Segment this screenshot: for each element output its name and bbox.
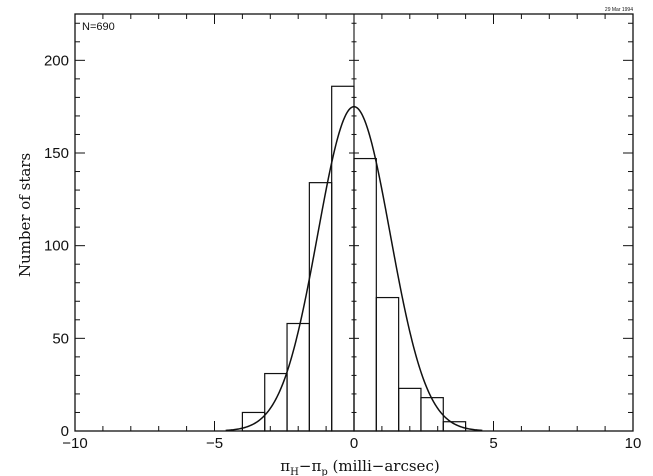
histogram-bar — [331, 85, 355, 432]
y-tick-label: 50 — [52, 330, 69, 347]
histogram-bar — [241, 411, 266, 432]
x-tick-label: 10 — [625, 435, 642, 452]
x-tick-label: −10 — [62, 435, 87, 452]
date-stamp: 29 Mar 1994 — [605, 7, 633, 13]
x-tick-label: 0 — [350, 435, 358, 452]
histogram-bar — [286, 322, 310, 432]
histogram-bar — [442, 421, 467, 432]
y-tick-label: 100 — [44, 238, 69, 255]
sample-size-annotation: N=690 — [82, 21, 115, 33]
x-axis-title: πH−πp (milli−arcsec) — [280, 457, 439, 476]
y-axis-title: Number of stars — [16, 153, 34, 277]
histogram-bar — [398, 387, 422, 432]
histogram-bar — [353, 157, 377, 432]
y-tick-label: 200 — [44, 52, 69, 69]
y-tick-label: 150 — [44, 145, 69, 162]
y-tick-label: 0 — [61, 423, 69, 440]
histogram-bar — [375, 296, 400, 432]
x-tick-label: 5 — [489, 435, 497, 452]
x-tick-label: −5 — [206, 435, 223, 452]
histogram-bar — [420, 397, 444, 432]
